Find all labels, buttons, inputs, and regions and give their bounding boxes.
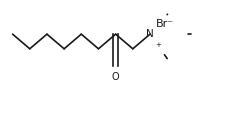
Text: O: O	[112, 72, 120, 82]
Text: Br⁻: Br⁻	[156, 19, 174, 29]
Text: N: N	[146, 29, 154, 39]
Text: +: +	[156, 42, 162, 48]
